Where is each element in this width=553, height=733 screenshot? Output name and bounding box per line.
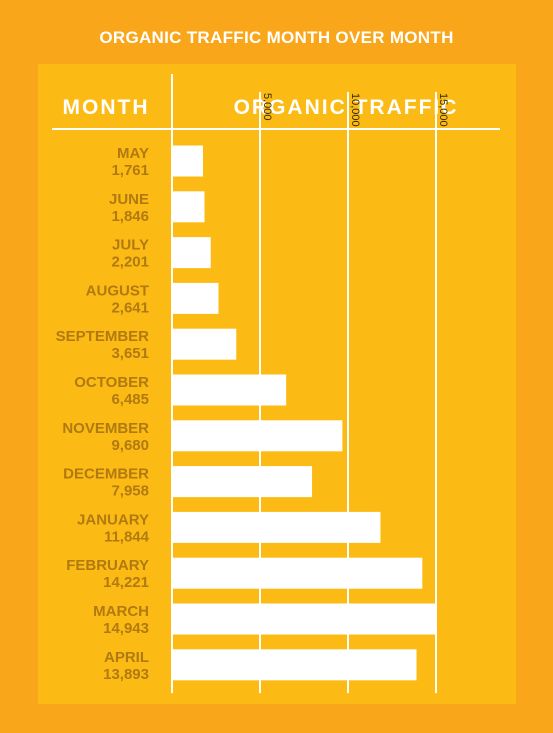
category-label: FEBRUARY — [66, 557, 149, 574]
category-label: JANUARY — [77, 511, 149, 528]
value-label: 1,761 — [111, 162, 149, 179]
value-label: 3,651 — [111, 345, 149, 362]
bar — [172, 511, 381, 543]
value-label: 1,846 — [111, 208, 149, 225]
value-label: 14,943 — [103, 620, 149, 637]
category-label: JUNE — [109, 191, 149, 208]
value-label: 2,641 — [111, 299, 149, 316]
bar — [172, 420, 343, 452]
value-label: 9,680 — [111, 437, 149, 454]
bar — [172, 374, 287, 406]
chart-title: ORGANIC TRAFFIC MONTH OVER MONTH — [99, 28, 454, 47]
category-label: DECEMBER — [63, 466, 149, 483]
value-label: 6,485 — [111, 391, 149, 408]
category-label: OCTOBER — [74, 374, 149, 391]
category-label: NOVEMBER — [62, 420, 149, 437]
bar — [172, 603, 435, 635]
traffic-header: ORGANIC TRAFFIC — [234, 96, 459, 119]
category-label: SEPTEMBER — [56, 328, 150, 345]
tick-label: 15,000 — [437, 93, 449, 127]
bar — [172, 328, 237, 360]
tick-label: 5,000 — [261, 93, 273, 121]
category-label: APRIL — [104, 649, 149, 666]
value-label: 2,201 — [111, 254, 149, 271]
bar — [172, 191, 205, 223]
category-label: MARCH — [93, 603, 149, 620]
value-label: 7,958 — [111, 483, 149, 500]
value-label: 14,221 — [103, 574, 149, 591]
month-header: MONTH — [63, 96, 150, 119]
category-label: JULY — [112, 237, 149, 254]
bar — [172, 466, 313, 498]
value-label: 11,844 — [104, 528, 150, 545]
bar — [172, 145, 203, 177]
value-label: 13,893 — [103, 666, 149, 683]
bar — [172, 557, 423, 589]
category-label: MAY — [117, 145, 149, 162]
tick-label: 10,000 — [349, 93, 361, 127]
category-label: AUGUST — [86, 282, 149, 299]
bar — [172, 649, 417, 681]
bar — [172, 282, 219, 314]
bar — [172, 237, 211, 269]
